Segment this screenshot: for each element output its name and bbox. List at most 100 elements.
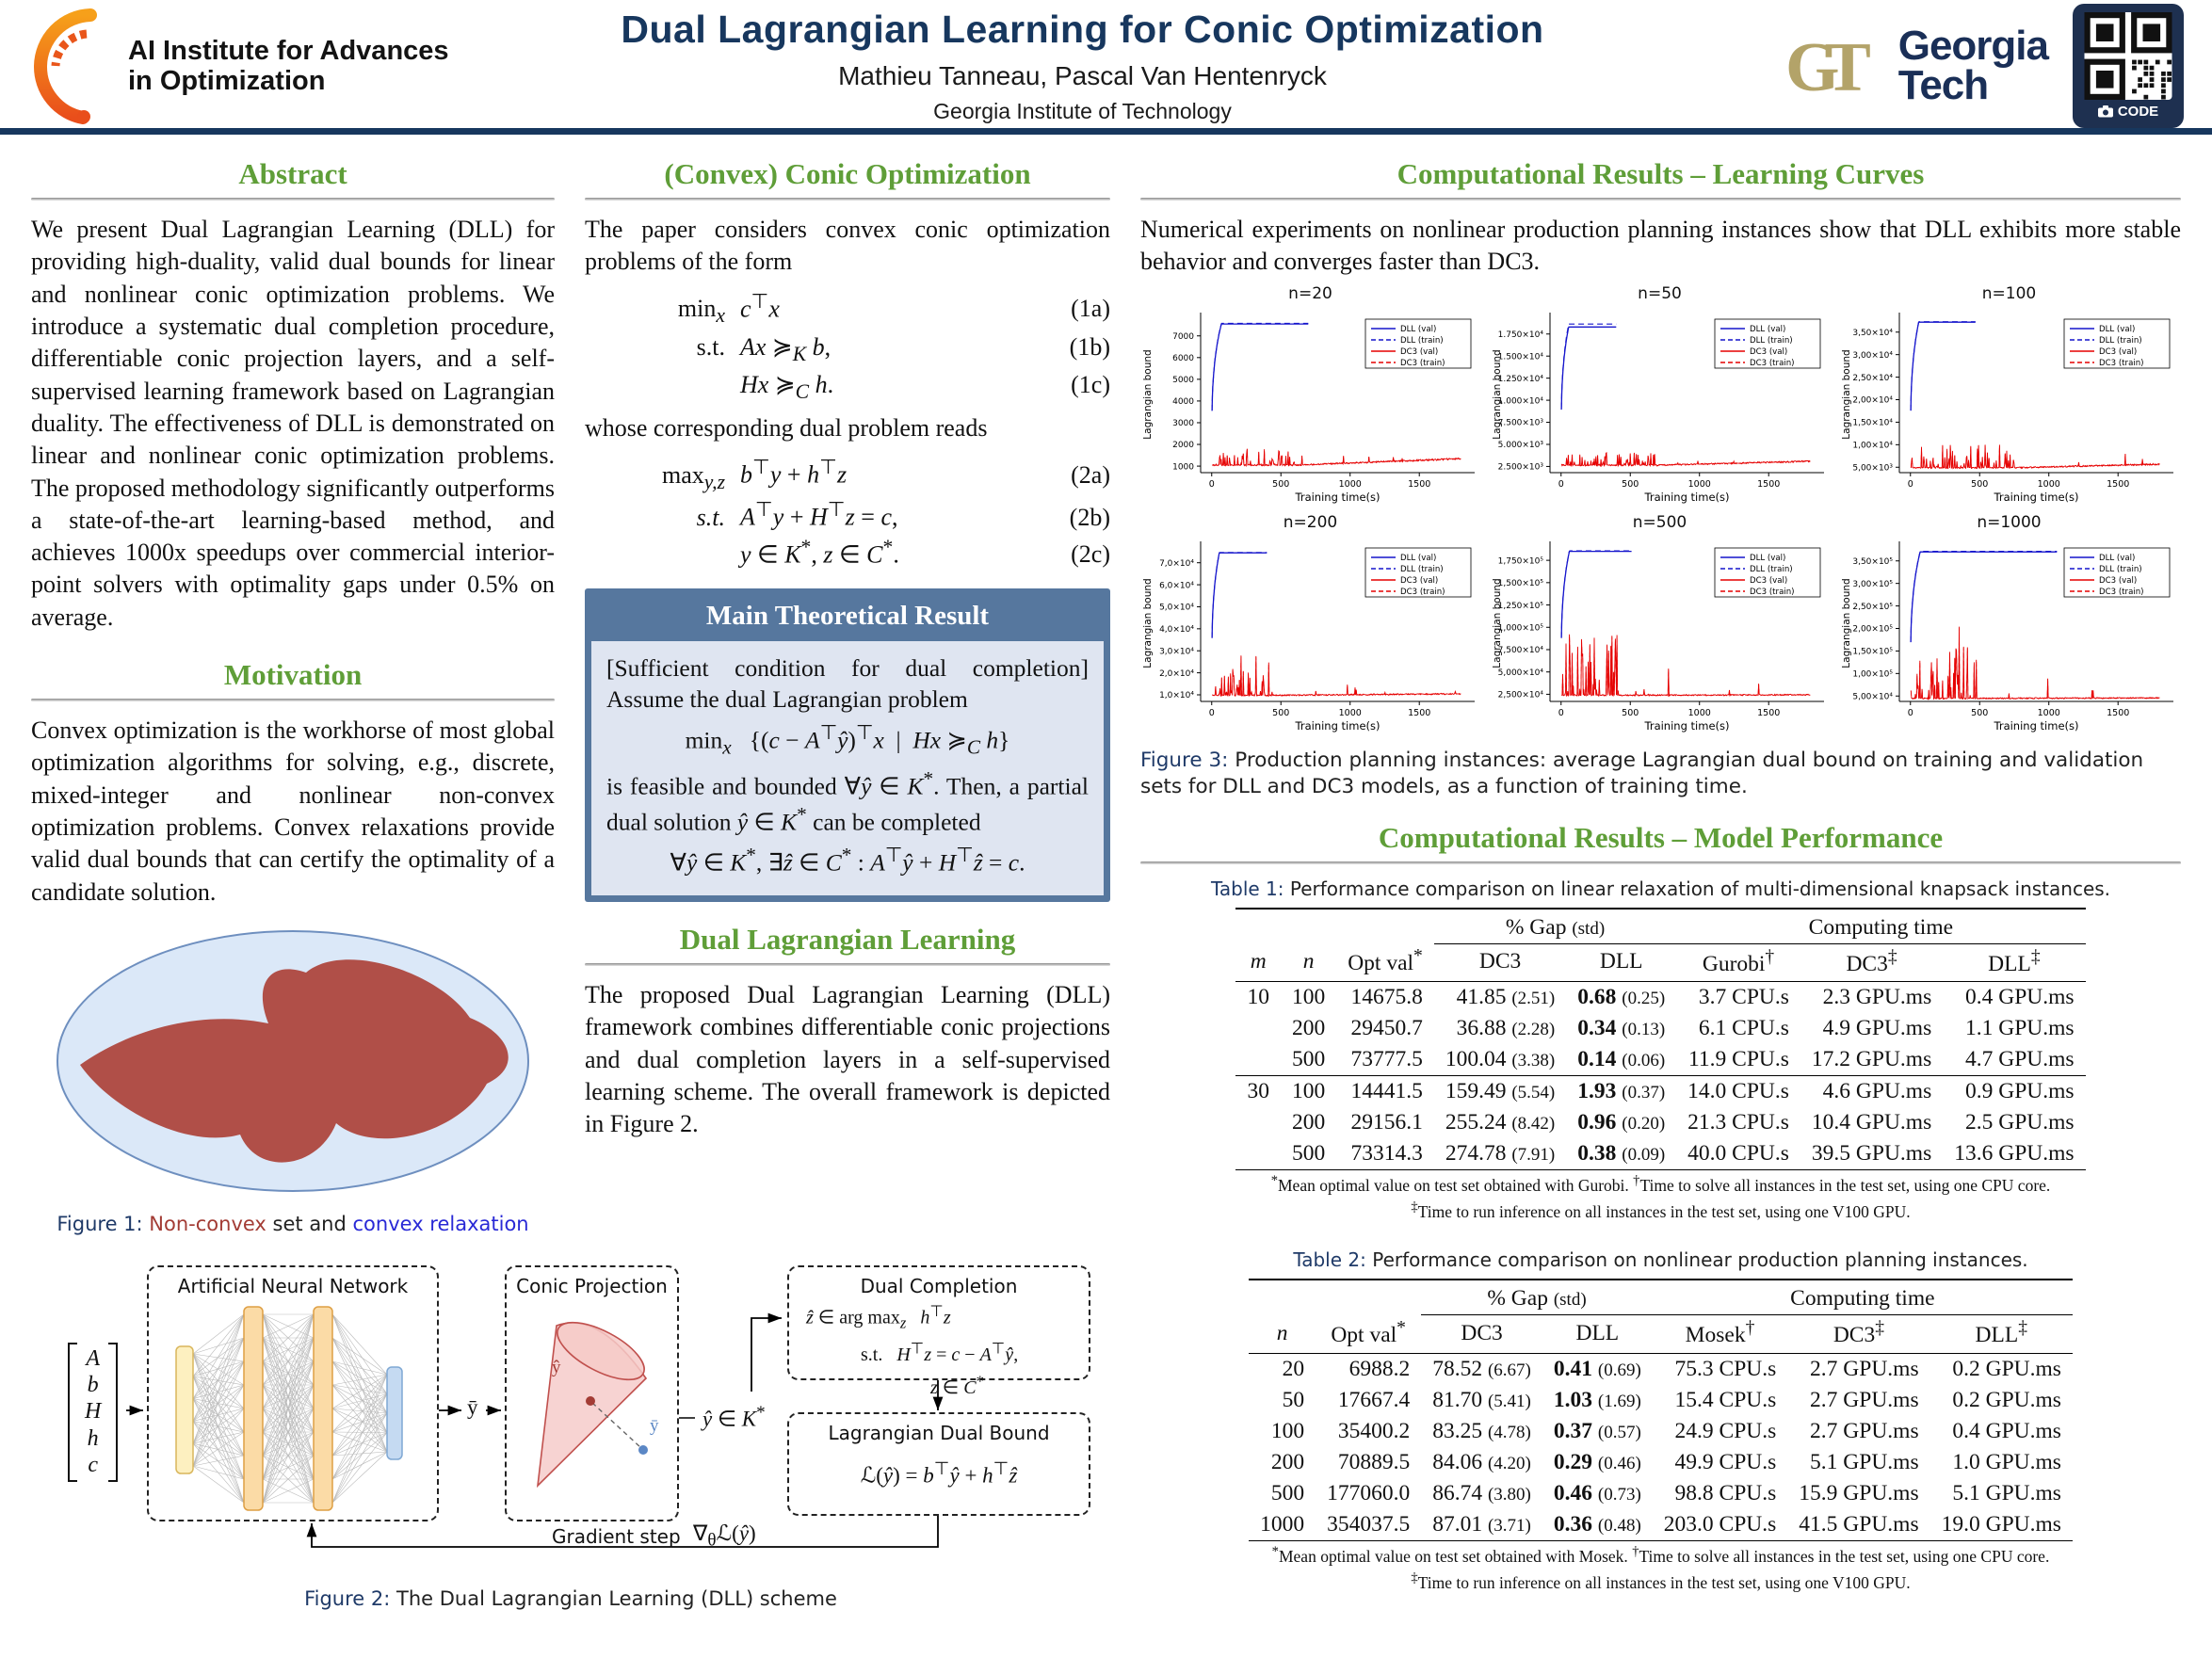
figure3-caption-text: Production planning instances: average L… xyxy=(1140,748,2144,798)
learning-curves-text: Numerical experiments on nonlinear produ… xyxy=(1140,216,2181,276)
y-tick-label: 7,500×10⁴ xyxy=(1498,646,1544,655)
cell-opt: 73777.5 xyxy=(1350,1047,1423,1072)
plot-n50: n=50 2.500×10³ 5.000×10³ 7.500×10³ 1.000×10… xyxy=(1490,284,1830,509)
gradient-step-label: Gradient step xyxy=(552,1524,681,1548)
camera-icon xyxy=(2097,105,2113,118)
table-row: 1000 354037.5 87.01 (3.71) 0.36 (0.48) 20… xyxy=(1249,1509,2073,1542)
ai4opt-logo: AI Institute for Advances in Optimizatio… xyxy=(28,8,471,124)
y-axis-label: Lagrangian bound xyxy=(1492,349,1503,439)
cell-opt: 73314.3 xyxy=(1336,1138,1434,1171)
cell-time1: 49.9 CPU.s xyxy=(1674,1450,1777,1475)
dual-equations: maxy,z b⊤y + h⊤z (2a) s.t. A⊤y + H⊤z = c… xyxy=(585,454,1110,571)
legend-entry: DC3 (train) xyxy=(2099,359,2144,368)
col-dll-gap: DLL xyxy=(1542,1314,1653,1355)
eq-number: (2b) xyxy=(1069,503,1110,531)
poster-body: Abstract We present Dual Lagrangian Lear… xyxy=(0,135,2212,1610)
equation-1a: minx c⊤x (1a) xyxy=(585,288,1110,330)
col-dll-time: DLL‡ xyxy=(1929,1314,2073,1355)
table2-block: Table 2: Performance comparison on nonli… xyxy=(1140,1248,2181,1593)
plot-canvas: 5,00×10³ 1,00×10⁴ 1,50×10⁴ 2,00×10⁴ 2,50×10⁴… xyxy=(1841,312,2173,504)
cell-time1: 14.0 CPU.s xyxy=(1676,1075,1800,1108)
legend-entry: DLL (val) xyxy=(2099,325,2135,334)
gt-word-georgia: Georgia xyxy=(1897,23,2049,70)
vector-entry: b xyxy=(87,1373,99,1398)
x-tick-label: 1000 xyxy=(1339,708,1362,718)
cone-icon xyxy=(536,1321,648,1489)
x-tick-label: 1000 xyxy=(1339,479,1362,490)
cell-opt: 35400.2 xyxy=(1337,1419,1411,1444)
column-methods: (Convex) Conic Optimization The paper co… xyxy=(585,148,1110,1235)
qr-label: CODE xyxy=(2097,104,2158,120)
table2-column-header: n Opt val* DC3 DLL Mosek† DC3‡ DLL‡ xyxy=(1249,1314,2073,1355)
cell-m xyxy=(1235,1138,1281,1171)
table-row: 100 35400.2 83.25 (4.78) 0.37 (0.57) 24.9… xyxy=(1249,1416,2073,1447)
plot-title: n=500 xyxy=(1632,512,1687,532)
cone-yhat-label: ŷ xyxy=(552,1357,561,1377)
cell-time1: 11.9 CPU.s xyxy=(1688,1047,1789,1072)
yhat-point xyxy=(586,1395,595,1406)
eq-number: (1b) xyxy=(1069,332,1110,361)
cell-dll-gap: 0.29 (0.46) xyxy=(1553,1450,1641,1475)
table1: % Gap (std) Computing time m n Opt val* … xyxy=(1235,907,2086,1171)
cell-time2: 39.5 GPU.ms xyxy=(1800,1138,1944,1171)
plot-canvas: 1,0×10⁴ 2,0×10⁴ 3,0×10⁴ 4,0×10⁴ 5,0×10⁴ 6,0×1… xyxy=(1142,540,1475,732)
cell-opt: 17667.4 xyxy=(1337,1388,1411,1413)
divider xyxy=(1140,198,2181,201)
x-tick-label: 1500 xyxy=(1757,708,1780,718)
dual-intro: whose corresponding dual problem reads xyxy=(585,413,988,442)
input-vector: A b H h c xyxy=(68,1342,119,1482)
cell-opt: 177060.0 xyxy=(1327,1481,1411,1506)
y-tick-label: 1000 xyxy=(1172,462,1194,472)
x-tick-label: 500 xyxy=(1622,708,1639,718)
cell-time2: 2.7 GPU.ms xyxy=(1810,1388,1919,1413)
eq-number: (2a) xyxy=(1071,460,1110,489)
cell-m xyxy=(1235,1107,1281,1138)
left-zone: Abstract We present Dual Lagrangian Lear… xyxy=(31,148,1110,1610)
y-tick-label: 2,00×10⁵ xyxy=(1852,624,1893,634)
conic-box-title: Conic Projection xyxy=(516,1274,668,1297)
y-tick-label: 5000 xyxy=(1172,376,1194,385)
table1-block: Table 1: Performance comparison on linea… xyxy=(1140,877,2181,1223)
model-performance-title: Computational Results – Model Performanc… xyxy=(1378,820,1944,854)
cell-time3: 19.0 GPU.ms xyxy=(1929,1509,2073,1542)
x-tick-label: 500 xyxy=(1272,479,1289,490)
dll-val-line xyxy=(1211,323,1309,411)
divider xyxy=(31,699,555,702)
cell-dc3-gap: 87.01 (3.71) xyxy=(1421,1509,1542,1542)
table-row: 500 73777.5 100.04 (3.38) 0.14 (0.06) 11.… xyxy=(1235,1044,2085,1076)
conic-intro: The paper considers convex conic optimiz… xyxy=(585,216,1110,276)
cell-dll-gap: 0.46 (0.73) xyxy=(1553,1481,1641,1506)
ai4opt-line2: in Optimization xyxy=(128,66,326,96)
theorem-body: [Sufficient condition for dual completio… xyxy=(591,640,1104,895)
y-tick-label: 3000 xyxy=(1172,419,1194,428)
figure1-caption-blue: convex relaxation xyxy=(352,1212,529,1235)
dc3-val-line xyxy=(1910,444,2160,469)
cell-n: 200 xyxy=(1270,1450,1305,1475)
bracket-left xyxy=(68,1342,77,1482)
y-tick-label: 1,000×10⁵ xyxy=(1498,623,1544,633)
x-tick-label: 1000 xyxy=(1688,708,1711,718)
bracket-right xyxy=(108,1342,119,1482)
col-dc3-gap: DC3 xyxy=(1433,943,1567,983)
cell-time1: 203.0 CPU.s xyxy=(1652,1509,1788,1542)
cell-time2: 5.1 GPU.ms xyxy=(1810,1450,1919,1475)
legend-entry: DC3 (train) xyxy=(1400,588,1445,597)
plot-title: n=100 xyxy=(1981,283,2037,303)
lagrangian-bound-box: Lagrangian Dual Bound ℒ(ŷ) = b⊤ŷ + h⊤ẑ xyxy=(787,1411,1090,1516)
cell-time1: 21.3 CPU.s xyxy=(1687,1110,1789,1135)
y-tick-label: 3,00×10⁵ xyxy=(1852,579,1893,588)
legend-entry: DC3 (train) xyxy=(1750,588,1795,597)
x-axis-label: Training time(s) xyxy=(1644,719,1730,732)
poster-affiliation: Georgia Institute of Technology xyxy=(933,99,1232,123)
cell-time2: 2.3 GPU.ms xyxy=(1822,985,1932,1010)
y-tick-label: 1,00×10⁴ xyxy=(1852,441,1893,450)
theorem-eq-1: minx {(c − A⊤ŷ)⊤x | Hx ≽C h} xyxy=(685,720,1010,759)
gt-wordmark: Georgia Tech xyxy=(1897,23,2049,106)
plot-n20: n=20 1000 2000 3000 4000 5000 6000 7000 0 500 100… xyxy=(1140,284,1480,509)
poster-title: Dual Lagrangian Learning for Conic Optim… xyxy=(621,8,1544,51)
eq-lead: minx xyxy=(677,295,725,328)
lagrangian-bound-title: Lagrangian Dual Bound xyxy=(828,1421,1050,1444)
cell-time3: 2.5 GPU.ms xyxy=(1964,1110,2075,1135)
ai4opt-logo-text: AI Institute for Advances in Optimizatio… xyxy=(128,36,449,97)
cell-time1: 98.8 CPU.s xyxy=(1674,1481,1777,1506)
